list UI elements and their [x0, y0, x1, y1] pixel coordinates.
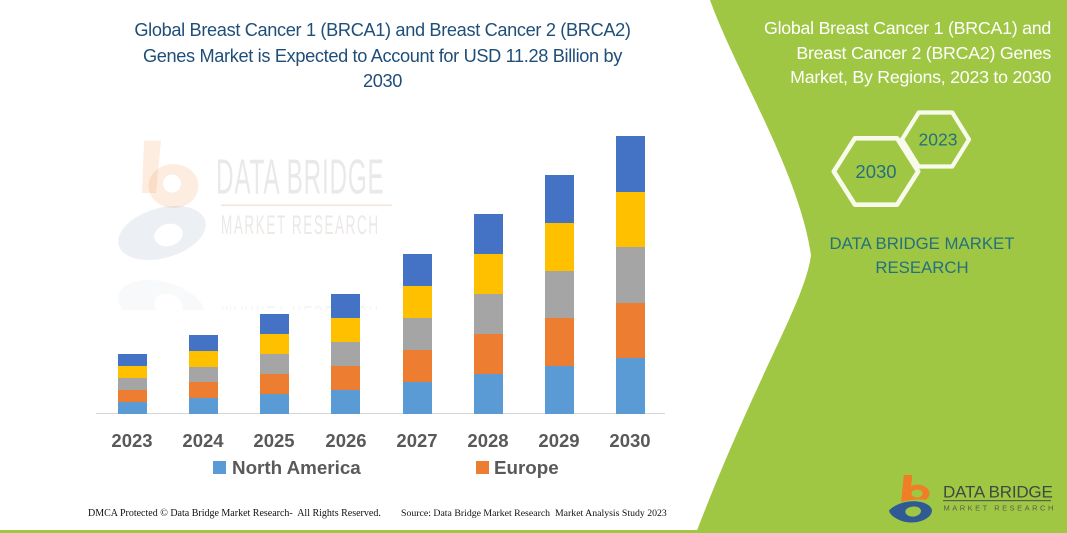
svg-text:MARKET RESEARCH: MARKET RESEARCH	[221, 210, 380, 240]
svg-text:DATA BRIDGE: DATA BRIDGE	[943, 483, 1053, 502]
svg-text:DATA BRIDGE: DATA BRIDGE	[216, 150, 385, 205]
svg-text:MARKET RESEARCH: MARKET RESEARCH	[944, 504, 1056, 513]
svg-text:2030: 2030	[855, 161, 896, 182]
svg-text:2023: 2023	[919, 130, 958, 150]
